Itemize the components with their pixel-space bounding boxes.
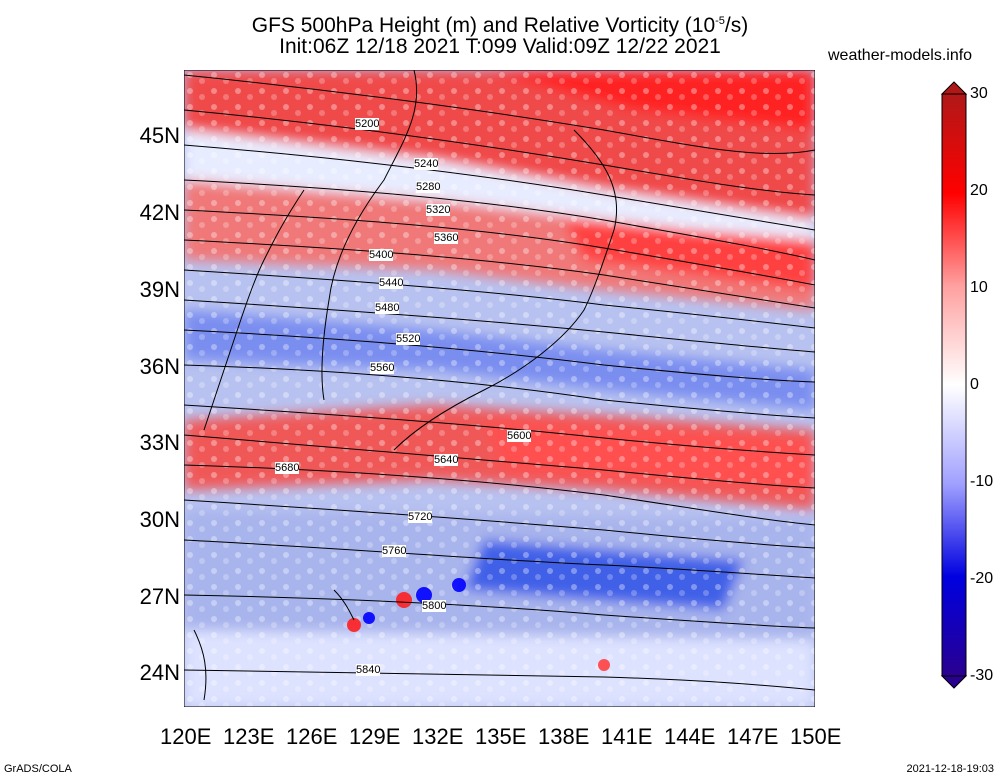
contour-label: 5280 (416, 181, 441, 193)
contour-label: 5400 (369, 249, 394, 261)
lat-label: 24N (139, 660, 180, 685)
contour-label: 5360 (434, 232, 459, 244)
colorbar (940, 81, 968, 689)
contour-label: 5480 (375, 302, 400, 314)
lon-label: 123E (223, 724, 275, 749)
lat-label: 45N (139, 123, 180, 148)
footer-right: 2021-12-18-19:03 (906, 763, 994, 775)
contour-label: 5440 (379, 277, 404, 289)
colorbar-label: 20 (970, 182, 988, 199)
chart-title-line1: GFS 500hPa Height (m) and Relative Vorti… (251, 14, 749, 37)
contour-label: 5320 (426, 204, 451, 216)
colorbar-label: -10 (970, 473, 994, 490)
lat-label: 27N (139, 584, 180, 609)
lon-label: 132E (412, 724, 464, 749)
lon-label: 147E (727, 724, 779, 749)
contour-label: 5840 (356, 664, 381, 676)
contour-label: 5800 (422, 600, 447, 612)
lon-label: 150E (790, 724, 842, 749)
lon-label: 144E (664, 724, 716, 749)
colorbar-label: -20 (970, 570, 994, 587)
lon-label: 129E (349, 724, 401, 749)
contour-label: 5560 (370, 362, 395, 374)
vorticity-map (184, 70, 815, 707)
contour-label: 5640 (434, 454, 459, 466)
lon-label: 141E (601, 724, 653, 749)
colorbar-label: 10 (970, 279, 988, 296)
lat-label: 42N (139, 200, 180, 225)
footer-left: GrADS/COLA (4, 763, 72, 775)
lat-label: 30N (139, 507, 180, 532)
lon-label: 138E (538, 724, 590, 749)
lat-label: 33N (139, 430, 180, 455)
contour-label: 5680 (275, 462, 300, 474)
contour-label: 5760 (382, 545, 407, 557)
lat-label: 36N (139, 354, 180, 379)
lon-label: 126E (286, 724, 338, 749)
lat-label: 39N (139, 277, 180, 302)
contour-label: 5600 (507, 430, 532, 442)
colorbar-label: -30 (970, 667, 994, 684)
contour-label: 5200 (355, 118, 380, 130)
site-credit: weather-models.info (828, 47, 973, 64)
contour-label: 5240 (414, 158, 439, 170)
contour-label: 5520 (396, 333, 421, 345)
chart-title-line2: Init:06Z 12/18 2021 T:099 Valid:09Z 12/2… (279, 35, 721, 58)
contour-label: 5720 (408, 511, 433, 523)
lon-label: 135E (475, 724, 527, 749)
lon-label: 120E (160, 724, 212, 749)
colorbar-label: 0 (970, 376, 979, 393)
colorbar-label: 30 (970, 85, 988, 102)
